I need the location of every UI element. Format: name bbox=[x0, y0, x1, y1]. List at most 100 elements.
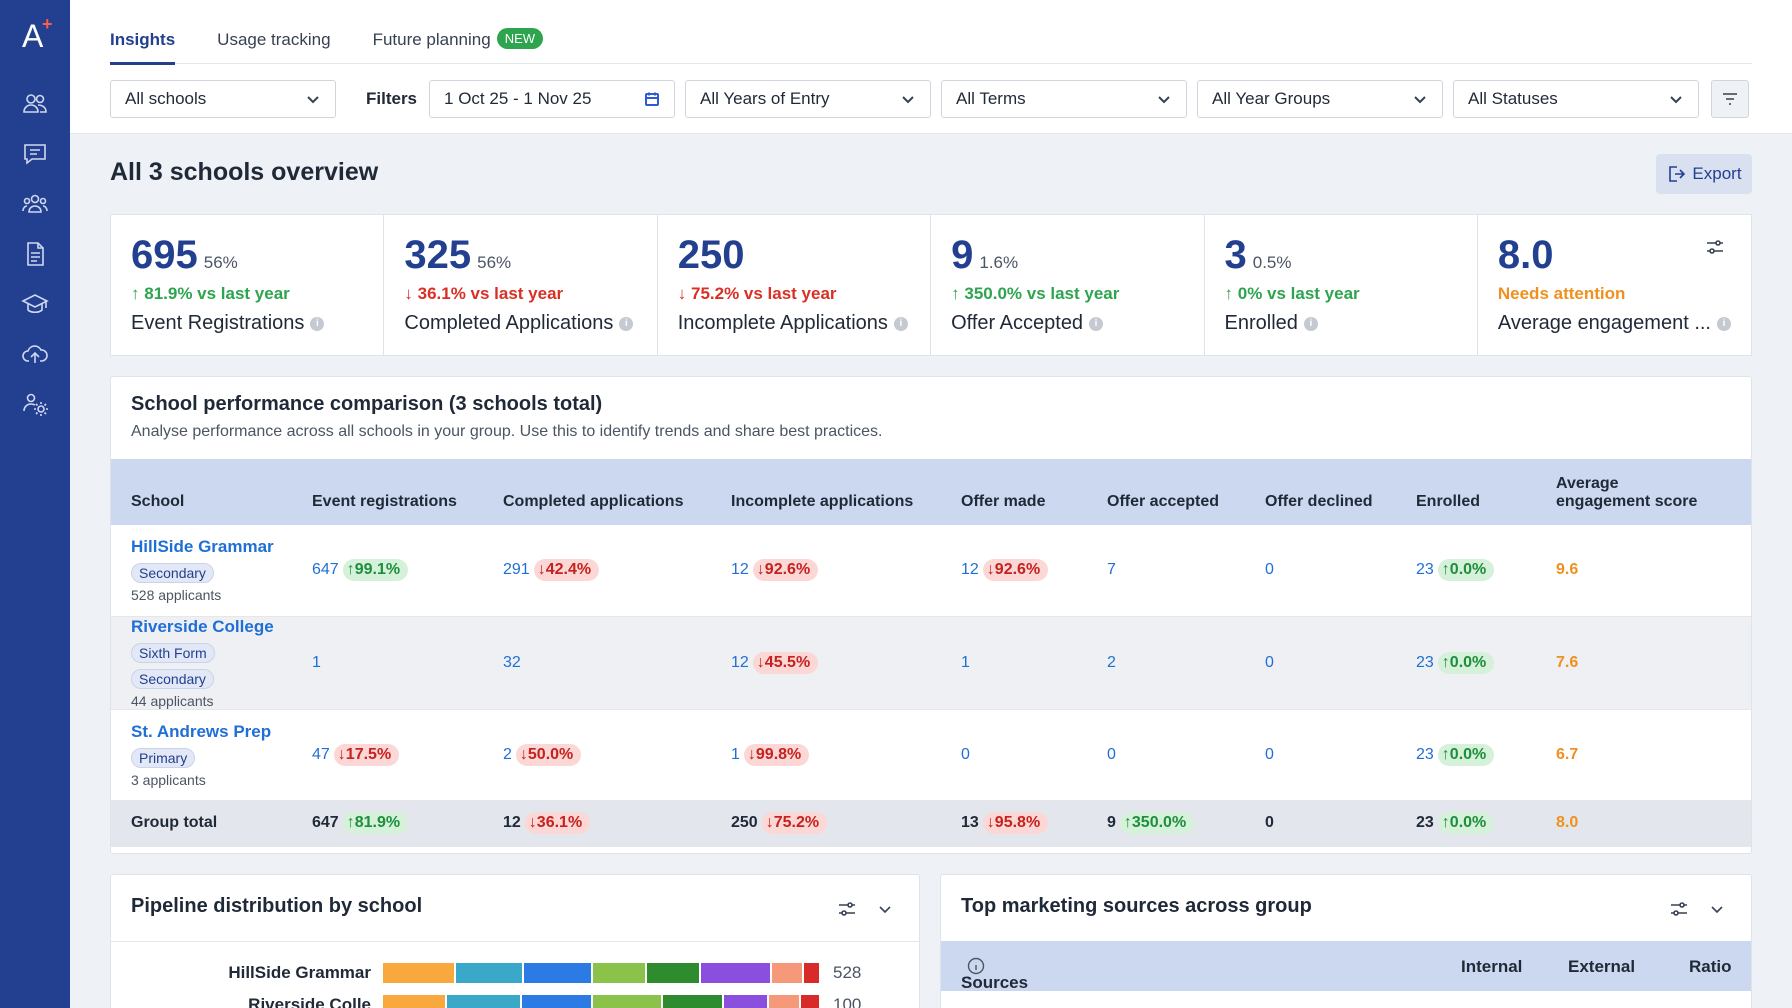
tab-future-planning[interactable]: Future planning NEW bbox=[373, 22, 544, 64]
info-icon[interactable]: i bbox=[1089, 316, 1104, 331]
school-link[interactable]: HillSide Grammar bbox=[131, 537, 274, 557]
cloud-upload-icon[interactable] bbox=[19, 338, 51, 370]
years-of-entry-select[interactable]: All Years of Entry bbox=[685, 80, 932, 118]
cell-value[interactable]: 32 bbox=[503, 653, 521, 671]
table-row[interactable]: HillSide Grammar Secondary 528 applicant… bbox=[111, 525, 1751, 617]
graduation-cap-icon[interactable] bbox=[19, 288, 51, 320]
pipeline-segment[interactable] bbox=[724, 995, 769, 1008]
pipeline-segment[interactable] bbox=[524, 963, 593, 983]
year-groups-select[interactable]: All Year Groups bbox=[1197, 80, 1444, 118]
date-range-picker[interactable]: 1 Oct 25 - 1 Nov 25 bbox=[429, 80, 676, 118]
pipeline-segment[interactable] bbox=[771, 963, 805, 983]
document-icon[interactable] bbox=[19, 238, 51, 270]
cell-value[interactable]: 0 bbox=[1265, 745, 1274, 763]
group-settings-icon[interactable] bbox=[19, 388, 51, 420]
school-link[interactable]: St. Andrews Prep bbox=[131, 721, 272, 741]
col-engagement[interactable]: Average engagement score bbox=[1556, 459, 1751, 525]
col-events[interactable]: Event registrations bbox=[312, 459, 503, 525]
change-badge: ↓92.6% bbox=[752, 559, 819, 582]
cell-value[interactable]: 0 bbox=[1107, 745, 1116, 763]
kpi-offer-accepted[interactable]: 9 1.6% ↑ 350.0% vs last year Offer Accept… bbox=[931, 214, 1205, 356]
col-completed[interactable]: Completed applications bbox=[503, 459, 731, 525]
pipeline-segment[interactable] bbox=[383, 995, 448, 1008]
pipeline-segment[interactable] bbox=[455, 963, 525, 983]
info-icon[interactable] bbox=[967, 957, 985, 975]
pipeline-segment[interactable] bbox=[383, 963, 456, 983]
cell-value[interactable]: 1 bbox=[731, 745, 740, 763]
sliders-icon[interactable] bbox=[837, 899, 857, 919]
col-ratio[interactable]: Ratio bbox=[1689, 957, 1732, 976]
kpi-average-engagement[interactable]: 8.0 Needs attention Average engagement .… bbox=[1477, 214, 1752, 356]
pipeline-segment[interactable] bbox=[447, 995, 522, 1008]
cell-value[interactable]: 12 bbox=[731, 561, 749, 579]
pipeline-segment[interactable] bbox=[521, 995, 594, 1008]
col-incomplete[interactable]: Incomplete applications bbox=[731, 459, 961, 525]
cell-value[interactable]: 0 bbox=[1265, 653, 1274, 671]
cell-value[interactable]: 12 bbox=[731, 653, 749, 671]
pipeline-row[interactable]: Riverside Colle 100 bbox=[111, 993, 911, 1008]
tab-insights[interactable]: Insights bbox=[110, 22, 176, 65]
pipeline-row[interactable]: HillSide Grammar 528 bbox=[111, 961, 911, 985]
info-icon[interactable]: i bbox=[619, 316, 634, 331]
messages-icon[interactable] bbox=[19, 138, 51, 170]
cell-value[interactable]: 1 bbox=[961, 653, 970, 671]
pipeline-bar[interactable] bbox=[383, 963, 821, 983]
pipeline-segment[interactable] bbox=[593, 995, 663, 1008]
cell-value[interactable]: 2 bbox=[1107, 653, 1116, 671]
cell-value[interactable]: 0 bbox=[961, 745, 970, 763]
school-link[interactable]: Riverside College bbox=[131, 616, 274, 636]
col-offer-declined[interactable]: Offer declined bbox=[1265, 459, 1416, 525]
col-school[interactable]: School bbox=[111, 459, 312, 525]
pipeline-segment[interactable] bbox=[646, 963, 701, 983]
change-badge: ↓36.1% bbox=[524, 812, 591, 834]
table-row[interactable]: Riverside College Sixth Form Secondary 44… bbox=[111, 616, 1751, 710]
cell-value[interactable]: 2 bbox=[503, 745, 512, 763]
info-icon[interactable]: i bbox=[893, 316, 908, 331]
col-enrolled[interactable]: Enrolled bbox=[1416, 459, 1556, 525]
chevron-down-icon[interactable] bbox=[1707, 899, 1727, 919]
pipeline-segment[interactable] bbox=[700, 963, 772, 983]
pipeline-segment[interactable] bbox=[592, 963, 647, 983]
col-internal[interactable]: Internal bbox=[1461, 957, 1523, 976]
kpi-event-registrations[interactable]: 695 56% ↑ 81.9% vs last year Event Regist… bbox=[110, 214, 385, 356]
statuses-select[interactable]: All Statuses bbox=[1453, 80, 1700, 118]
kpi-label: Completed Applications i bbox=[404, 312, 636, 335]
cell-value[interactable]: 647 bbox=[312, 561, 339, 579]
export-button[interactable]: Export bbox=[1656, 154, 1752, 194]
col-sources[interactable]: Sources bbox=[961, 957, 1028, 992]
kpi-incomplete-applications[interactable]: 250 ↓ 75.2% vs last year Incomplete Appl… bbox=[657, 214, 932, 356]
info-icon[interactable]: i bbox=[1717, 316, 1731, 331]
chevron-down-icon[interactable] bbox=[875, 899, 895, 919]
sliders-icon[interactable] bbox=[1669, 899, 1689, 919]
school-select[interactable]: All schools bbox=[110, 80, 336, 118]
advanced-filter-button[interactable] bbox=[1711, 80, 1750, 118]
users-icon[interactable] bbox=[19, 88, 51, 120]
terms-select[interactable]: All Terms bbox=[941, 80, 1188, 118]
cell-value[interactable]: 1 bbox=[312, 653, 321, 671]
table-row[interactable]: St. Andrews Prep Primary 3 applicants 47… bbox=[111, 709, 1751, 801]
info-icon[interactable]: i bbox=[1303, 316, 1318, 331]
cell-value[interactable]: 23 bbox=[1416, 561, 1434, 579]
col-external[interactable]: External bbox=[1568, 957, 1636, 976]
pipeline-segment[interactable] bbox=[804, 963, 821, 983]
tab-usage-tracking[interactable]: Usage tracking bbox=[217, 30, 331, 49]
cell-value[interactable]: 12 bbox=[961, 561, 979, 579]
cell-value[interactable]: 23 bbox=[1416, 653, 1434, 671]
info-icon[interactable]: i bbox=[310, 316, 325, 331]
cell-value[interactable]: 0 bbox=[1265, 561, 1274, 579]
pipeline-segment[interactable] bbox=[662, 995, 725, 1008]
kpi-enrolled[interactable]: 3 0.5% ↑ 0% vs last year Enrolled i bbox=[1204, 214, 1478, 356]
groups-icon[interactable] bbox=[19, 188, 51, 220]
sliders-icon[interactable] bbox=[1705, 237, 1725, 257]
col-offer-accepted[interactable]: Offer accepted bbox=[1107, 459, 1265, 525]
cell-value[interactable]: 47 bbox=[312, 745, 330, 763]
app-logo[interactable]: A + bbox=[22, 14, 53, 54]
pipeline-bar[interactable] bbox=[383, 995, 821, 1008]
pipeline-segment[interactable] bbox=[801, 995, 821, 1008]
kpi-completed-applications[interactable]: 325 56% ↓ 36.1% vs last year Completed Ap… bbox=[384, 214, 658, 356]
cell-value[interactable]: 23 bbox=[1416, 745, 1434, 763]
col-offer-made[interactable]: Offer made bbox=[961, 459, 1107, 525]
pipeline-segment[interactable] bbox=[768, 995, 802, 1008]
cell-value[interactable]: 291 bbox=[503, 561, 530, 579]
cell-value[interactable]: 7 bbox=[1107, 561, 1116, 579]
